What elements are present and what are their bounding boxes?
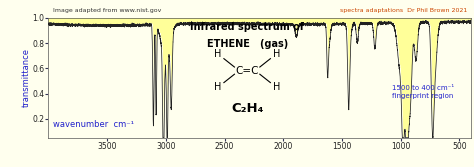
Y-axis label: transmittance: transmittance xyxy=(22,48,31,107)
Text: wavenumber  cm⁻¹: wavenumber cm⁻¹ xyxy=(53,120,134,129)
Text: H: H xyxy=(214,49,221,59)
Text: H: H xyxy=(273,82,281,92)
Text: C₂H₄: C₂H₄ xyxy=(231,102,264,115)
Text: H: H xyxy=(273,49,281,59)
Text: H: H xyxy=(214,82,221,92)
Text: Image adapted from www.nist.gov: Image adapted from www.nist.gov xyxy=(53,8,161,13)
Text: C=C: C=C xyxy=(236,66,259,76)
Text: Infrared spectrum of: Infrared spectrum of xyxy=(190,22,304,32)
Text: 1500 to 400 cm⁻¹
fingerprint region: 1500 to 400 cm⁻¹ fingerprint region xyxy=(392,85,454,99)
Text: spectra adaptations  Dr Phil Brown 2021: spectra adaptations Dr Phil Brown 2021 xyxy=(340,8,467,13)
Text: ETHENE   (gas): ETHENE (gas) xyxy=(207,39,288,49)
